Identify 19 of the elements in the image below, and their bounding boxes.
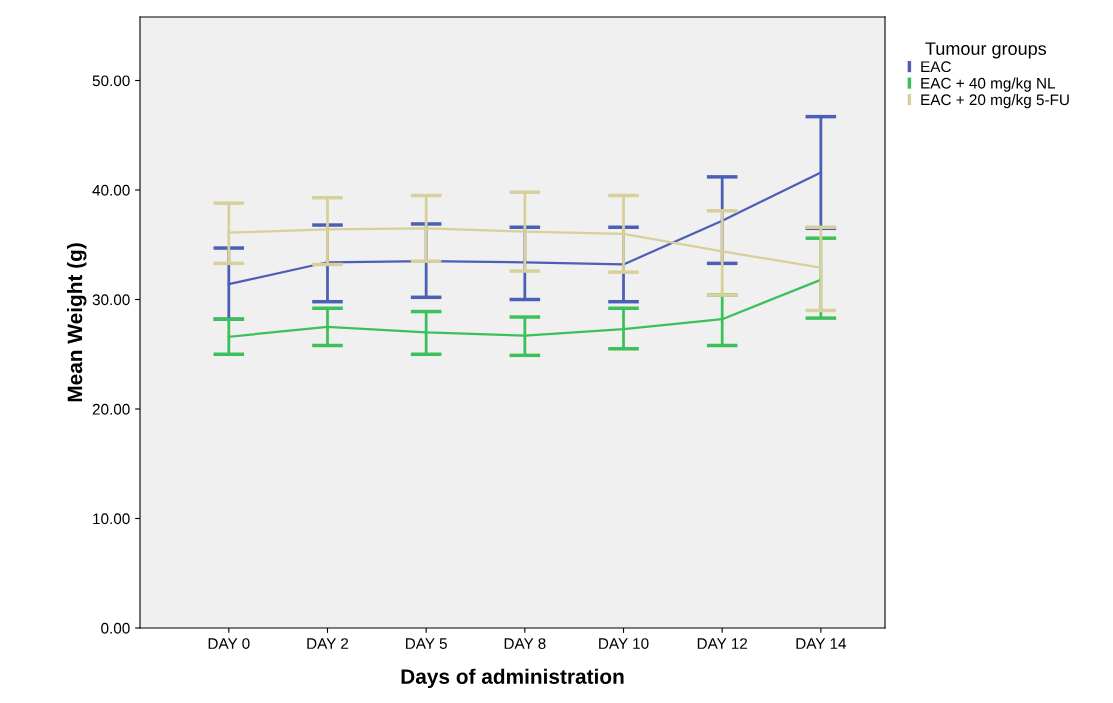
y-tick-label: 40.00 (92, 184, 130, 196)
x-tick-label: DAY 14 (796, 638, 847, 649)
legend-label: EAC + 20 mg/kg 5-FU (921, 93, 1069, 109)
x-tick-label: DAY 2 (307, 638, 349, 649)
y-tick-label: 30.00 (92, 294, 130, 306)
x-tick-label: DAY 10 (599, 638, 649, 649)
y-tick-label: 20.00 (92, 403, 130, 415)
x-tick-label: DAY 8 (504, 638, 546, 649)
legend-title: Tumour groups (925, 42, 1047, 59)
x-tick-label: DAY 12 (697, 638, 748, 649)
x-tick-label: DAY 5 (406, 638, 447, 649)
y-axis-title: Mean Weight (g) (66, 243, 87, 402)
y-tick-label: 0.00 (101, 622, 130, 634)
y-tick-label: 50.00 (92, 75, 130, 87)
legend-label: EAC (921, 61, 951, 73)
x-axis-title: Days of administration (401, 668, 624, 689)
y-tick-label: 10.00 (93, 513, 130, 525)
legend-label: EAC + 40 mg/kg NL (921, 77, 1056, 92)
x-tick-label: DAY 0 (208, 638, 250, 649)
